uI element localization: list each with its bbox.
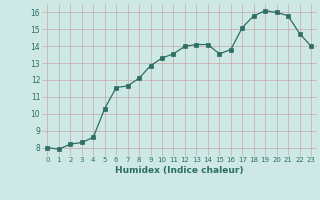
X-axis label: Humidex (Indice chaleur): Humidex (Indice chaleur) [115, 166, 244, 175]
